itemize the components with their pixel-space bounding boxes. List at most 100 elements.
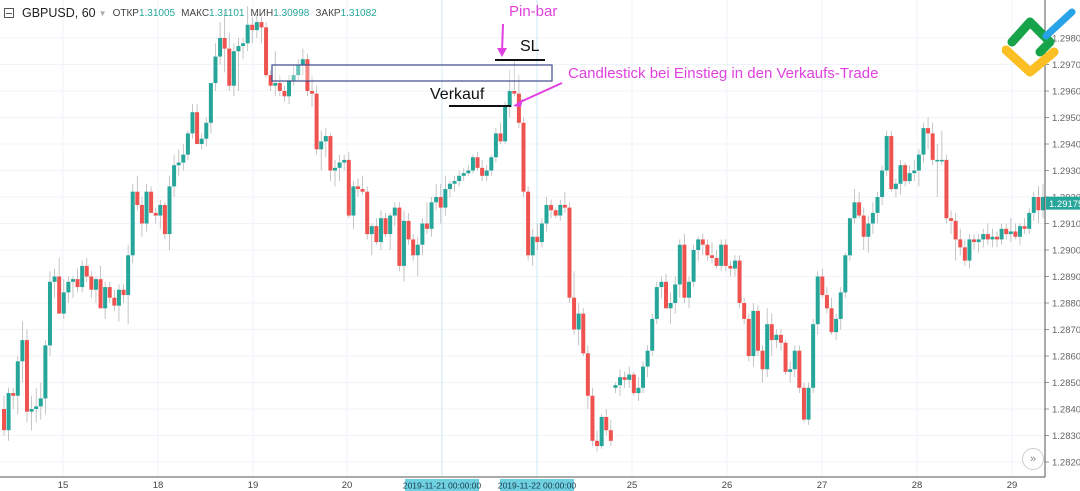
brand-logo — [1002, 8, 1076, 77]
candle — [1022, 226, 1027, 229]
time-tick-label: 15 — [58, 480, 69, 491]
candle — [300, 59, 305, 65]
chevron-down-icon[interactable]: ▼ — [98, 8, 107, 18]
price-tick-label: 1.28200 — [1052, 458, 1080, 469]
candle — [273, 83, 278, 86]
low-value: 1.30998 — [273, 8, 310, 19]
candle — [227, 48, 232, 86]
candle — [305, 59, 310, 91]
candle — [1041, 197, 1045, 211]
candle — [539, 223, 544, 243]
candle — [153, 212, 158, 216]
candle — [397, 207, 402, 266]
candle — [530, 236, 535, 256]
open-value: 1.31005 — [138, 8, 176, 19]
candle — [558, 204, 563, 216]
candle — [365, 191, 370, 235]
candle — [107, 287, 112, 298]
candle — [475, 157, 480, 168]
candle — [1004, 228, 1009, 235]
price-tick-label: 1.28900 — [1052, 272, 1080, 283]
candle — [990, 236, 995, 240]
candle — [921, 128, 926, 155]
candle — [677, 244, 682, 285]
time-tick-label: 29 — [1007, 480, 1018, 491]
candle — [80, 265, 85, 288]
candle — [824, 295, 829, 309]
candle — [572, 297, 577, 330]
candle — [1031, 197, 1036, 213]
candle — [884, 136, 889, 171]
sl-label: SL — [520, 38, 540, 55]
candle — [392, 207, 397, 216]
scroll-to-realtime-button[interactable]: » — [1022, 448, 1044, 470]
candle — [328, 136, 333, 171]
candle — [852, 202, 857, 219]
candle — [659, 281, 664, 288]
candle — [981, 234, 986, 240]
svg-text:1.29175: 1.29175 — [1049, 199, 1080, 210]
candle — [765, 324, 770, 370]
candle — [880, 170, 885, 197]
price-tick-label: 1.28700 — [1052, 325, 1080, 336]
candle — [89, 276, 94, 290]
candle — [204, 122, 209, 139]
candle — [333, 167, 338, 171]
candle — [493, 133, 498, 158]
candle — [953, 220, 958, 240]
candle — [585, 353, 590, 396]
candle — [6, 393, 11, 431]
candle — [576, 313, 581, 330]
drawings — [271, 23, 563, 107]
candle — [264, 27, 269, 76]
candle — [420, 223, 425, 245]
candle — [847, 218, 852, 256]
price-tick-label: 1.29700 — [1052, 60, 1080, 71]
candle — [654, 287, 659, 319]
candle — [374, 226, 379, 243]
candle — [778, 334, 783, 343]
candle — [241, 43, 246, 46]
candle — [378, 218, 383, 243]
arrow-down-icon — [497, 48, 507, 57]
resistance-zone[interactable] — [271, 64, 553, 82]
candle — [976, 239, 981, 243]
symbol-label[interactable]: GBPUSD, 60 — [22, 6, 96, 20]
candle — [599, 416, 604, 447]
candle — [999, 228, 1004, 240]
candle — [650, 318, 655, 351]
candle — [218, 38, 223, 57]
candle — [788, 369, 793, 372]
arrow-left-icon — [513, 99, 523, 107]
candle — [466, 170, 471, 174]
candle — [162, 204, 167, 235]
candle — [801, 387, 806, 420]
candle — [627, 374, 632, 380]
candle — [544, 204, 549, 224]
candle — [277, 83, 282, 91]
candle — [783, 342, 788, 372]
candle — [714, 257, 719, 266]
candle — [815, 276, 820, 325]
candle — [1018, 226, 1023, 237]
candle — [742, 303, 747, 319]
candle — [682, 244, 687, 298]
candle — [406, 220, 411, 240]
candle — [75, 279, 80, 288]
candle — [282, 91, 287, 97]
candle — [149, 191, 154, 213]
candle — [112, 297, 117, 306]
candle — [613, 385, 618, 388]
candle — [746, 318, 751, 356]
collapse-icon[interactable] — [4, 8, 14, 18]
candle — [470, 157, 475, 171]
candle — [434, 197, 439, 203]
candle — [907, 173, 912, 182]
price-tick-label: 1.29500 — [1052, 113, 1080, 124]
high-value: 1.31101 — [209, 8, 245, 19]
candle — [870, 212, 875, 224]
price-tick-label: 1.29000 — [1052, 246, 1080, 257]
candle — [411, 239, 416, 256]
